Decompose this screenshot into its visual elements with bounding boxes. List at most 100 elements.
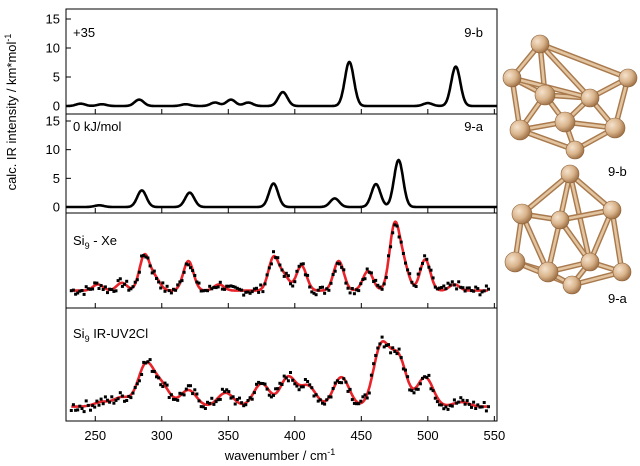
data-point-uv2cl <box>380 335 384 339</box>
data-point-uv2cl <box>318 398 322 402</box>
data-point-uv2cl <box>335 379 339 383</box>
data-point-uv2cl <box>163 381 167 385</box>
data-point-uv2cl <box>303 378 307 381</box>
data-point-xe <box>378 285 382 289</box>
data-point-uv2cl <box>135 382 139 386</box>
data-point-xe <box>404 261 407 265</box>
data-point-uv2cl <box>172 397 175 401</box>
data-point-uv2cl <box>129 396 133 400</box>
data-point-xe <box>159 286 163 290</box>
data-point-uv2cl <box>182 393 186 397</box>
data-point-uv2cl <box>425 375 429 379</box>
data-point-uv2cl <box>291 378 295 382</box>
data-point-xe <box>382 282 386 286</box>
data-point-uv2cl <box>378 342 382 346</box>
data-point-uv2cl <box>240 401 244 405</box>
atom <box>534 84 556 106</box>
data-point-uv2cl <box>435 400 439 404</box>
data-point-xe <box>161 281 165 285</box>
data-point-uv2cl <box>487 405 490 409</box>
data-point-uv2cl <box>186 384 190 388</box>
data-point-uv2cl <box>440 403 444 407</box>
data-point-uv2cl <box>250 397 254 401</box>
data-point-xe <box>429 268 433 272</box>
data-point-xe <box>152 269 156 273</box>
data-point-uv2cl <box>391 346 395 350</box>
data-point-xe <box>71 288 75 292</box>
spectra <box>65 60 498 414</box>
data-point-xe <box>206 289 209 293</box>
data-point-xe <box>414 285 418 288</box>
data-point-xe <box>255 286 258 290</box>
data-point-xe <box>297 264 301 268</box>
panel-frames <box>65 8 498 422</box>
data-point-xe <box>450 280 454 284</box>
y-tick-label-9-b-10: 10 <box>46 41 60 56</box>
atom <box>554 111 576 133</box>
data-point-uv2cl <box>374 354 378 357</box>
data-point-xe <box>229 284 233 288</box>
data-point-uv2cl <box>69 409 73 412</box>
data-point-xe <box>387 254 390 258</box>
spectrum-line-9-b <box>65 60 498 108</box>
data-point-xe <box>133 280 137 284</box>
atom <box>580 252 600 272</box>
data-point-xe <box>199 289 203 293</box>
data-point-uv2cl <box>482 401 486 404</box>
data-point-xe <box>97 287 101 290</box>
panel-frame-9-a <box>65 113 498 214</box>
data-point-uv2cl <box>214 400 218 404</box>
data-point-xe <box>108 287 112 291</box>
x-tick-label-550: 550 <box>483 428 505 443</box>
data-point-xe <box>116 279 120 283</box>
data-point-uv2cl <box>312 394 316 398</box>
data-point-uv2cl <box>252 391 256 395</box>
data-point-xe <box>312 291 316 295</box>
data-point-xe <box>348 291 352 295</box>
data-point-xe <box>399 240 403 244</box>
panel-uv-label: Si9 IR-UV2Cl <box>73 326 148 344</box>
data-point-xe <box>335 261 339 265</box>
data-point-uv2cl <box>229 396 233 400</box>
data-point-xe <box>178 280 182 284</box>
data-point-uv2cl <box>137 379 141 383</box>
bond-highlight <box>610 208 624 274</box>
data-point-xe <box>391 231 395 235</box>
data-point-xe <box>252 287 256 291</box>
data-point-uv2cl <box>280 383 284 386</box>
data-point-uv2cl <box>103 395 107 399</box>
data-point-uv2cl <box>316 399 320 403</box>
data-point-xe <box>250 290 254 294</box>
data-point-uv2cl <box>325 398 329 402</box>
spectrum-line-9-a <box>65 158 498 209</box>
data-point-uv2cl <box>189 384 192 388</box>
data-point-uv2cl <box>344 380 348 384</box>
data-point-uv2cl <box>299 385 303 389</box>
data-point-xe <box>248 291 252 295</box>
data-point-xe <box>274 256 278 260</box>
data-point-xe <box>193 274 197 277</box>
data-point-uv2cl <box>338 381 341 384</box>
data-point-uv2cl <box>295 384 299 388</box>
atom <box>537 261 559 283</box>
data-point-xe <box>482 289 486 293</box>
data-point-xe <box>89 287 92 291</box>
data-point-xe <box>118 277 122 281</box>
data-point-uv2cl <box>193 388 197 392</box>
data-point-xe <box>195 280 199 284</box>
data-point-xe <box>478 293 482 297</box>
data-point-xe <box>93 281 97 285</box>
x-tick-label-250: 250 <box>84 428 106 443</box>
data-point-xe <box>182 270 186 274</box>
data-point-uv2cl <box>414 387 418 391</box>
data-point-uv2cl <box>159 383 163 387</box>
data-point-uv2cl <box>246 399 250 402</box>
data-point-xe <box>467 286 471 290</box>
data-point-uv2cl <box>108 400 112 404</box>
atom <box>612 262 632 282</box>
data-point-uv2cl <box>442 407 446 411</box>
data-point-xe <box>214 286 218 290</box>
data-point-uv2cl <box>459 396 463 400</box>
data-point-xe <box>455 287 459 291</box>
data-point-uv2cl <box>259 381 263 385</box>
